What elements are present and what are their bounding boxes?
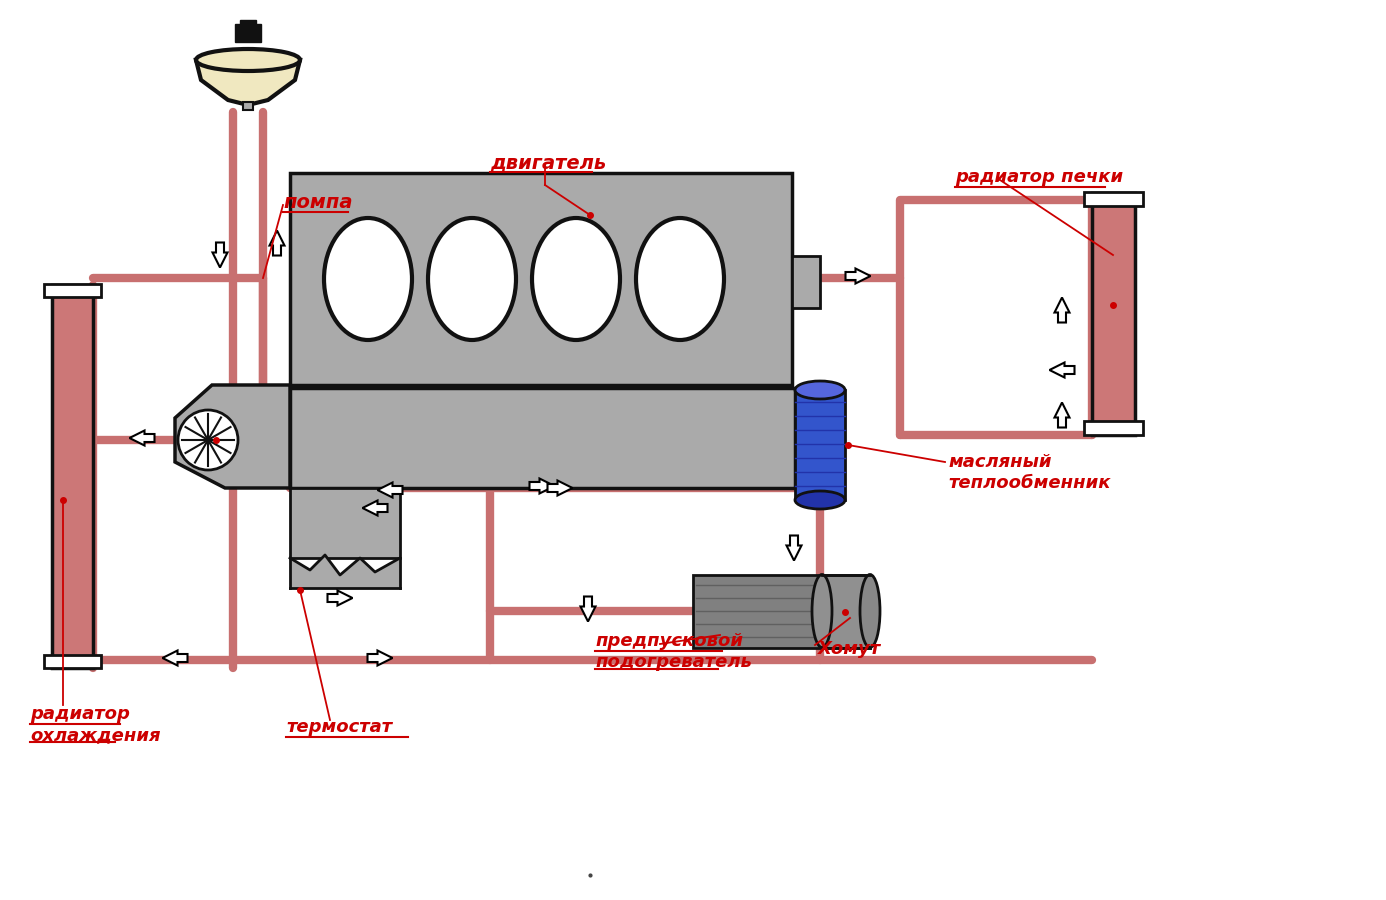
Polygon shape — [175, 385, 290, 488]
Polygon shape — [129, 430, 154, 446]
Bar — [53, 285, 93, 668]
Polygon shape — [1055, 402, 1070, 428]
Ellipse shape — [532, 218, 620, 340]
Polygon shape — [367, 651, 392, 665]
Bar — [290, 388, 796, 488]
Polygon shape — [212, 242, 227, 267]
Ellipse shape — [812, 574, 832, 647]
Polygon shape — [269, 230, 284, 256]
Text: термостат: термостат — [286, 718, 392, 736]
Bar — [236, 24, 261, 42]
Text: радиатор печки: радиатор печки — [955, 168, 1123, 186]
Bar — [243, 102, 254, 110]
Bar — [44, 655, 101, 668]
Bar — [791, 256, 821, 308]
Ellipse shape — [796, 381, 845, 399]
Polygon shape — [377, 482, 402, 498]
Bar — [1092, 193, 1135, 435]
Polygon shape — [529, 479, 554, 493]
Text: радиатор
охлаждения: радиатор охлаждения — [30, 705, 161, 743]
Bar — [1084, 192, 1143, 206]
Text: Хомут: Хомут — [818, 640, 881, 658]
Bar — [822, 575, 870, 648]
Ellipse shape — [324, 218, 412, 340]
Polygon shape — [786, 536, 801, 561]
Bar — [796, 390, 845, 500]
Circle shape — [177, 410, 238, 470]
Text: двигатель: двигатель — [491, 153, 606, 172]
Bar — [44, 284, 101, 297]
Polygon shape — [327, 590, 352, 606]
Text: предпусковой
подогреватель: предпусковой подогреватель — [595, 632, 751, 670]
Polygon shape — [290, 488, 401, 558]
Bar — [693, 575, 822, 648]
Polygon shape — [1055, 298, 1070, 322]
Ellipse shape — [636, 218, 723, 340]
Bar — [290, 173, 791, 385]
Polygon shape — [363, 500, 388, 516]
Ellipse shape — [195, 49, 299, 71]
Polygon shape — [547, 481, 572, 496]
Polygon shape — [162, 651, 187, 665]
Polygon shape — [1049, 363, 1074, 377]
Polygon shape — [581, 597, 596, 622]
Bar — [1084, 421, 1143, 435]
Text: масляный
теплообменник: масляный теплообменник — [948, 453, 1110, 491]
Text: помпа: помпа — [283, 193, 352, 212]
Bar — [240, 20, 256, 32]
Polygon shape — [195, 60, 299, 105]
Polygon shape — [845, 268, 870, 284]
Ellipse shape — [796, 491, 845, 509]
Ellipse shape — [859, 574, 880, 647]
Ellipse shape — [428, 218, 516, 340]
